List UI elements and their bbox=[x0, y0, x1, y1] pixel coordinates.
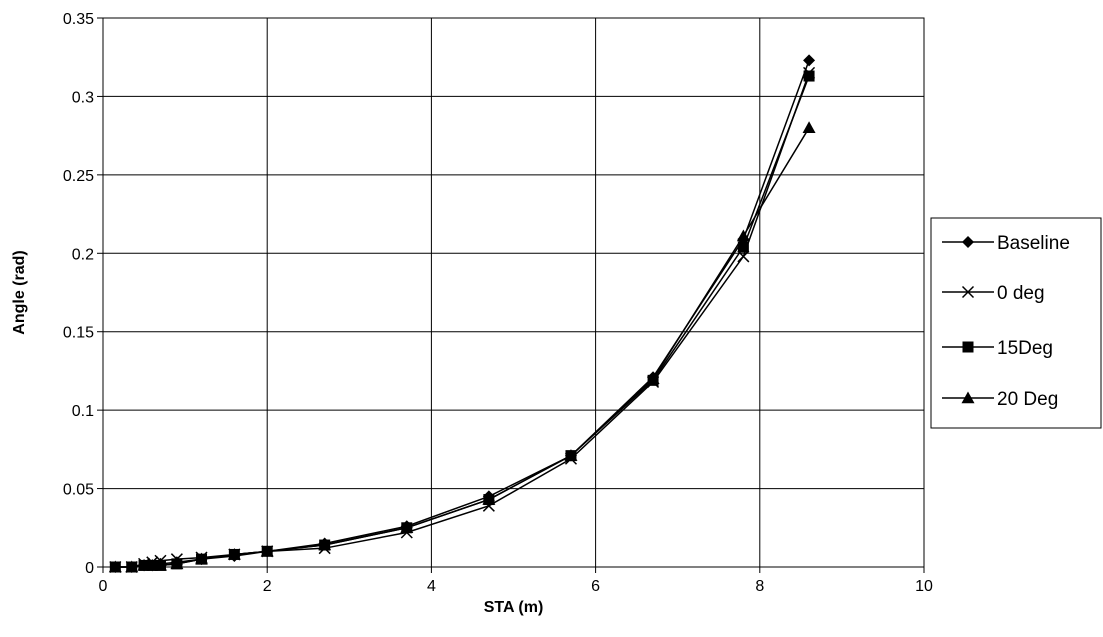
series-line-15deg bbox=[115, 75, 810, 568]
legend-marker bbox=[962, 236, 974, 248]
grid bbox=[103, 18, 924, 567]
y-tick-label: 0.2 bbox=[72, 246, 94, 263]
x-marker-stroke bbox=[737, 250, 750, 263]
data-point-20-deg bbox=[153, 558, 167, 571]
series-20-deg bbox=[108, 121, 816, 573]
legend-marker bbox=[961, 285, 975, 299]
data-point-20-deg bbox=[564, 449, 578, 461]
legend-label: 0 deg bbox=[997, 283, 1045, 304]
x-tick-label: 2 bbox=[263, 578, 272, 595]
data-point-20-deg bbox=[802, 121, 816, 133]
y-tick-label: 0.25 bbox=[63, 168, 94, 185]
series-line-20-deg bbox=[115, 127, 810, 568]
data-point-20-deg bbox=[646, 372, 660, 384]
x-tick-label: 8 bbox=[755, 578, 764, 595]
legend-marker bbox=[961, 391, 975, 404]
data-point-20-deg bbox=[318, 538, 332, 551]
x-marker-stroke bbox=[961, 285, 975, 299]
data-point-baseline bbox=[803, 54, 816, 67]
y-axis-title: Angle (rad) bbox=[11, 250, 28, 334]
x-tick-label: 6 bbox=[591, 578, 600, 595]
x-tick-label: 0 bbox=[99, 578, 108, 595]
data-point-20-deg bbox=[260, 544, 274, 557]
legend-entry-0-deg: 0 deg bbox=[942, 283, 1045, 304]
legend: Baseline 0 deg 15Deg 20 Deg bbox=[930, 217, 1102, 429]
legend-entry-15deg: 15Deg bbox=[942, 338, 1053, 359]
data-point-15deg bbox=[737, 241, 749, 253]
data-point-20-deg bbox=[108, 560, 122, 573]
x-tick-label: 4 bbox=[427, 578, 436, 595]
series-line-baseline bbox=[115, 60, 810, 568]
legend-entry-baseline: Baseline bbox=[942, 233, 1070, 254]
data-point-20-deg bbox=[145, 558, 159, 571]
legend-label: 20 Deg bbox=[997, 389, 1058, 410]
series-0-deg bbox=[109, 66, 816, 574]
data-point-20-deg bbox=[400, 521, 414, 533]
y-tick-label: 0.1 bbox=[72, 403, 94, 420]
x-tick-label: 10 bbox=[915, 578, 933, 595]
data-point-20-deg bbox=[736, 229, 750, 242]
y-axis-ticks: 0 0.05 0.1 0.15 0.2 0.25 0.3 0.35 bbox=[63, 11, 103, 577]
data-point-15deg bbox=[803, 70, 815, 82]
legend-marker bbox=[962, 341, 974, 353]
series-layer bbox=[108, 54, 816, 574]
y-tick-label: 0.35 bbox=[63, 11, 94, 28]
data-point-20-deg bbox=[137, 558, 151, 571]
legend-entry-20-deg: 20 Deg bbox=[942, 389, 1058, 410]
legend-box bbox=[930, 217, 1102, 429]
series-15deg bbox=[109, 70, 815, 573]
data-point-20-deg bbox=[170, 557, 184, 570]
data-point-20-deg bbox=[125, 560, 139, 573]
data-point-20-deg bbox=[195, 552, 209, 565]
y-tick-label: 0.05 bbox=[63, 482, 94, 499]
y-tick-label: 0.15 bbox=[63, 325, 94, 342]
y-tick-label: 0 bbox=[85, 560, 94, 577]
x-axis-title: STA (m) bbox=[484, 599, 544, 616]
data-point-20-deg bbox=[482, 493, 496, 505]
legend-label: Baseline bbox=[997, 233, 1070, 254]
x-axis-ticks: 0 2 4 6 8 10 bbox=[99, 567, 933, 595]
plot-area-frame bbox=[102, 17, 925, 568]
series-line-0-deg bbox=[115, 72, 810, 568]
series-baseline bbox=[109, 54, 816, 573]
legend-label: 15Deg bbox=[997, 338, 1053, 359]
data-point-20-deg bbox=[227, 547, 241, 560]
y-tick-label: 0.3 bbox=[72, 89, 94, 106]
